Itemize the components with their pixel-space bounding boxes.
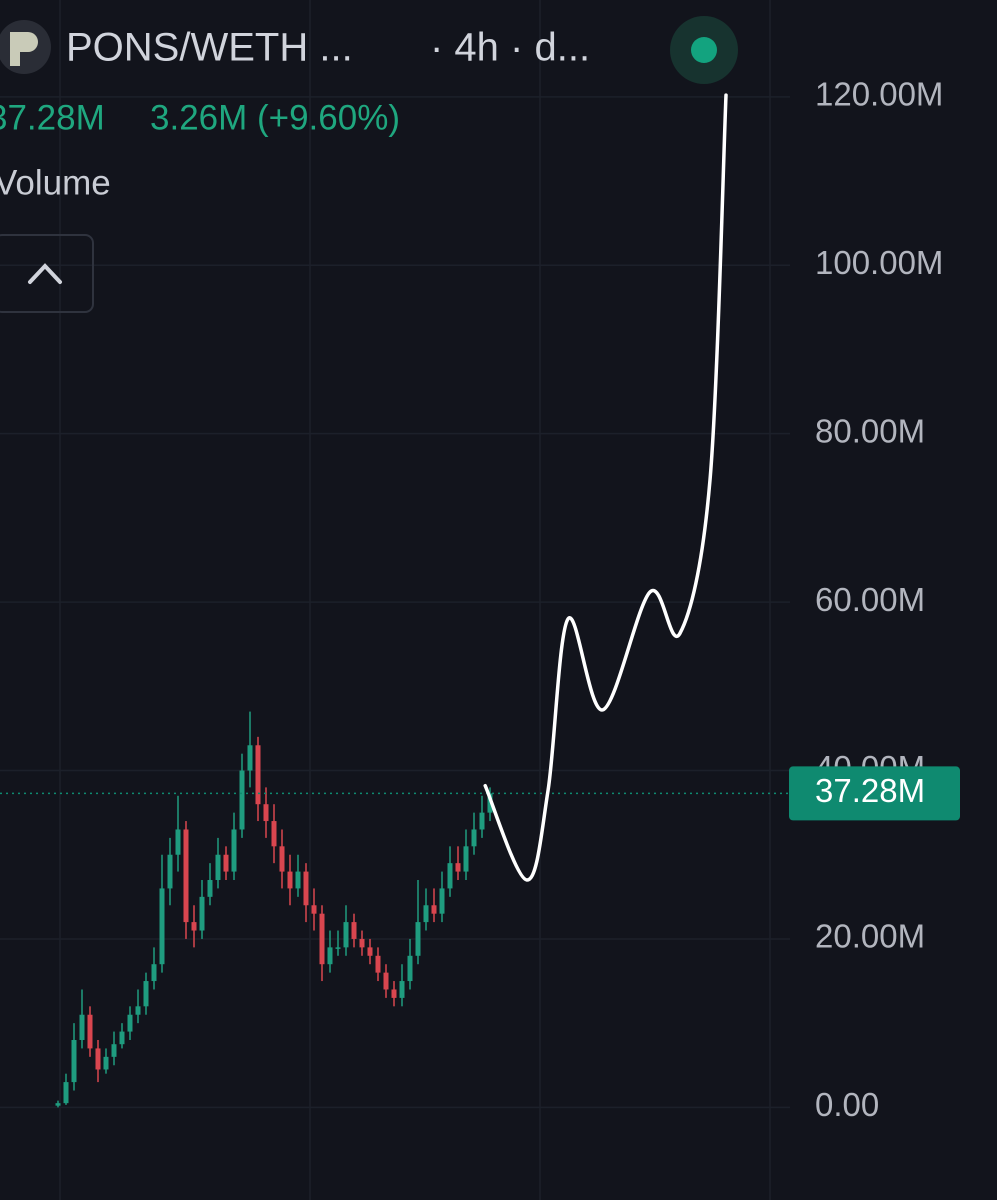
candle-body	[375, 955, 381, 973]
candle-body	[327, 947, 333, 965]
candle-body	[303, 871, 309, 906]
token-icon	[10, 32, 38, 66]
candle-body	[463, 846, 469, 872]
candle-body	[207, 880, 213, 897]
candle-body	[55, 1103, 61, 1106]
candle-body	[479, 812, 485, 830]
candle-body	[271, 821, 277, 847]
candle-body	[295, 871, 301, 889]
change: 3.26M (+9.60%)	[150, 98, 400, 137]
candle-body	[383, 972, 389, 990]
y-tick-label: 80.00M	[815, 412, 925, 449]
candle-body	[127, 1014, 133, 1032]
candle-body	[191, 922, 197, 931]
candle-body	[135, 1006, 141, 1015]
candle-body	[79, 1014, 85, 1040]
candle-body	[215, 854, 221, 880]
candle-body	[311, 905, 317, 914]
candle-body	[231, 829, 237, 872]
candle-body	[471, 829, 477, 847]
candle-body	[423, 905, 429, 923]
candle-body	[167, 854, 173, 889]
candle-body	[319, 913, 325, 965]
y-tick-label: 0.00	[815, 1086, 879, 1123]
candle-body	[415, 922, 421, 956]
candle-body	[183, 829, 189, 923]
candle-body	[143, 981, 149, 1007]
last-price-label: 37.28M	[815, 772, 925, 809]
y-tick-label: 20.00M	[815, 918, 925, 955]
candle-body	[71, 1040, 77, 1083]
candle-body	[439, 888, 445, 914]
collapse-button[interactable]	[0, 234, 94, 313]
candle-body	[111, 1044, 117, 1057]
candle-body	[407, 955, 413, 982]
candle-body	[255, 745, 261, 805]
candle-body	[359, 938, 365, 948]
candle-body	[431, 905, 437, 914]
candle-body	[175, 829, 181, 855]
price: 37.28M	[0, 98, 105, 137]
interval: · 4h · d...	[430, 26, 590, 70]
candle-body	[263, 804, 269, 822]
candle-body	[247, 745, 253, 771]
candle-body	[95, 1048, 101, 1070]
candle-body	[87, 1014, 93, 1049]
grid	[59, 0, 771, 1200]
drawing-line	[483, 93, 728, 882]
pair-title: PONS/WETH ...	[66, 26, 353, 70]
candle-body	[351, 922, 357, 939]
candle-body	[239, 770, 245, 830]
candle-body	[367, 947, 373, 956]
candle-body	[223, 854, 229, 872]
candle-body	[199, 896, 205, 931]
y-tick-label: 60.00M	[815, 581, 925, 618]
candle-body	[343, 922, 349, 948]
last-price-badge	[789, 766, 960, 821]
indicator-label: Volume	[0, 163, 111, 202]
candle-body	[391, 989, 397, 998]
candle-body	[447, 863, 453, 889]
candle-body	[151, 964, 157, 982]
y-tick-label: 100.00M	[815, 244, 943, 281]
candle-body	[287, 871, 293, 889]
status-dot	[691, 37, 717, 63]
plot	[0, 93, 790, 1109]
candle-body	[63, 1082, 69, 1104]
candle-body	[279, 846, 285, 872]
candle-body	[335, 947, 341, 949]
candle-body	[159, 888, 165, 965]
candle-body	[119, 1031, 125, 1045]
collapse-icon	[28, 263, 62, 284]
candle-body	[103, 1056, 109, 1070]
y-axis: 0.0020.00M40.00M60.00M80.00M100.00M120.0…	[789, 76, 960, 1123]
candle-body	[399, 981, 405, 998]
candle-body	[455, 863, 461, 872]
y-tick-label: 120.00M	[815, 76, 943, 113]
